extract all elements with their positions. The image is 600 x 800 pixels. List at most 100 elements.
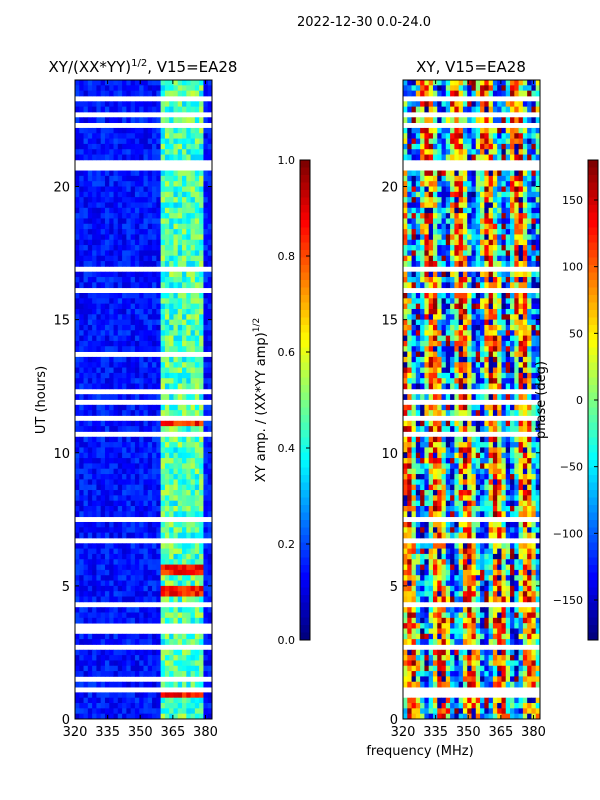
left-heatmap-cell [130,101,136,108]
left-heatmap-cell [143,175,149,182]
left-heatmap-cell [87,569,93,576]
left-heatmap-cell [182,692,187,699]
left-heatmap-cell [104,474,110,480]
right-heatmap-cell [467,383,472,390]
right-heatmap-cell [462,239,468,246]
right-heatmap-cell [531,383,537,390]
left-heatmap-cell [169,149,174,155]
left-heatmap-cell [75,527,80,534]
left-heatmap-cell [190,234,196,241]
left-heatmap-cell [100,532,106,539]
left-heatmap-cell [143,362,149,368]
right-heatmap-cell [484,394,490,400]
left-heatmap-cell [190,303,196,310]
left-heatmap-cell [117,261,123,267]
right-heatmap-cell [501,85,507,92]
right-heatmap-cell [411,138,417,145]
left-heatmap-cell [87,239,93,246]
left-heatmap-cell [87,463,93,470]
left-heatmap-cell [96,532,102,539]
left-heatmap-cell [104,426,110,432]
right-heatmap-cell [458,202,464,209]
left-heatmap-cell [182,404,187,411]
left-heatmap-cell [160,245,166,251]
right-heatmap-cell [488,175,494,182]
right-heatmap-cell [488,186,494,193]
right-heatmap-cell [454,340,460,347]
right-heatmap-cell [424,308,430,315]
left-heatmap-cell [164,532,170,539]
left-heatmap-cell [113,521,119,528]
left-heatmap-cell [92,447,97,454]
left-title: XY/(XX*YY)1/2, V15=EA28 [49,58,238,76]
right-heatmap-cell [411,218,417,225]
left-heatmap-cell [194,303,200,310]
right-heatmap-cell [484,239,490,246]
left-heatmap-cell [156,580,162,587]
left-heatmap-cell [147,191,153,198]
left-heatmap-cell [79,633,84,640]
left-heatmap-cell [173,293,179,299]
right-heatmap-cell [488,133,494,139]
left-heatmap-cell [173,580,179,587]
right-heatmap-cell [415,335,421,342]
right-heatmap-cell [501,170,507,177]
left-heatmap-cell [117,234,123,241]
left-heatmap-cell [75,474,80,480]
right-heatmap-cell [458,255,464,262]
left-heatmap-cell [147,548,153,555]
right-heatmap-cell [420,191,425,198]
right-heatmap-cell [510,351,515,358]
left-heatmap-cell [194,319,200,326]
left-heatmap-cell [96,607,102,613]
left-heatmap-cell [139,410,144,416]
right-heatmap-cell [458,356,464,363]
left-heatmap-cell [177,324,183,331]
left-heatmap-cell [83,452,89,459]
right-heatmap-cell [527,277,532,283]
right-heatmap-cell [454,234,460,241]
left-heatmap-cell [122,671,127,677]
left-heatmap-cell [199,282,204,289]
left-heatmap-cell [104,186,110,193]
left-heatmap-cell [160,223,166,230]
left-heatmap-cell [199,367,204,374]
left-heatmap-cell [143,548,149,555]
right-heatmap-cell [467,271,472,278]
left-heatmap-cell [83,191,89,198]
right-heatmap-cell [450,330,455,336]
left-heatmap-cell [156,479,162,486]
left-heatmap-cell [152,378,157,384]
colorbar-step [300,302,310,311]
right-heatmap-cell [424,191,430,198]
left-heatmap-cell [79,532,84,539]
right-heatmap-cell [458,340,464,347]
right-heatmap-cell [471,378,477,384]
left-heatmap-cell [126,553,132,560]
right-heatmap-cell [505,293,511,299]
right-heatmap-cell [445,175,451,182]
left-heatmap-cell [134,633,140,640]
right-heatmap-cell [488,90,494,97]
right-heatmap-cell [505,117,511,124]
left-heatmap-cell [87,143,93,150]
right-heatmap-cell [518,101,524,108]
left-heatmap-cell [104,218,110,225]
right-heatmap-cell [497,351,502,358]
left-heatmap-cell [203,197,209,203]
left-heatmap-cell [134,394,140,400]
left-heatmap-cell [109,191,114,198]
left-heatmap-cell [100,245,106,251]
left-heatmap-cell [130,553,136,560]
left-heatmap-cell [194,474,200,480]
right-heatmap-cell [501,191,507,198]
left-heatmap-cell [139,149,144,155]
left-heatmap-cell [109,378,114,384]
left-heatmap-cell [147,410,153,416]
right-heatmap-cell [441,271,447,278]
left-heatmap-cell [186,175,191,182]
left-heatmap-cell [143,303,149,310]
left-heatmap-cell [83,207,89,214]
left-heatmap-cell [207,324,213,331]
left-heatmap-cell [207,564,213,571]
